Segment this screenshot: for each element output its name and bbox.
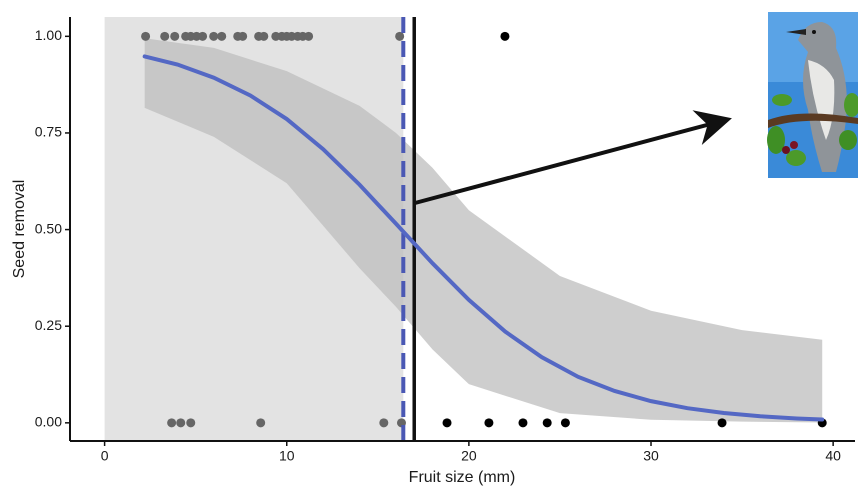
data-point — [518, 418, 528, 428]
confidence-band — [144, 38, 823, 423]
data-point — [717, 418, 727, 428]
data-point — [542, 418, 552, 428]
data-point — [442, 418, 452, 428]
y-tick-label: 1.00 — [35, 27, 62, 43]
data-point — [484, 418, 494, 428]
y-tick-label: 0.25 — [35, 317, 62, 333]
x-tick-label: 0 — [101, 448, 109, 464]
data-point — [170, 31, 180, 41]
data-point — [238, 31, 248, 41]
data-point — [186, 418, 196, 428]
x-tick-label: 30 — [643, 448, 659, 464]
fitted-curve — [142, 54, 825, 422]
x-tick-label: 10 — [279, 448, 295, 464]
data-point — [141, 31, 151, 41]
data-point — [217, 31, 227, 41]
y-tick-label: 0.00 — [35, 414, 62, 430]
data-point — [395, 31, 405, 41]
bird-photo — [767, 12, 858, 178]
arrow — [414, 110, 732, 205]
data-point — [379, 418, 389, 428]
data-point — [209, 31, 219, 41]
data-point — [198, 31, 208, 41]
y-tick-label: 0.50 — [35, 220, 62, 236]
y-axis-title: Seed removal — [11, 180, 28, 279]
data-point — [259, 31, 269, 41]
y-tick-label: 0.75 — [35, 124, 62, 140]
x-axis-title: Fruit size (mm) — [409, 469, 516, 486]
x-tick-label: 40 — [825, 448, 841, 464]
data-point — [304, 31, 314, 41]
data-point — [500, 31, 510, 41]
plot-area — [104, 17, 827, 441]
x-tick-label: 20 — [461, 448, 477, 464]
data-point — [160, 31, 170, 41]
data-point — [176, 418, 186, 428]
data-point — [256, 418, 266, 428]
data-point — [167, 418, 177, 428]
data-point — [560, 418, 570, 428]
